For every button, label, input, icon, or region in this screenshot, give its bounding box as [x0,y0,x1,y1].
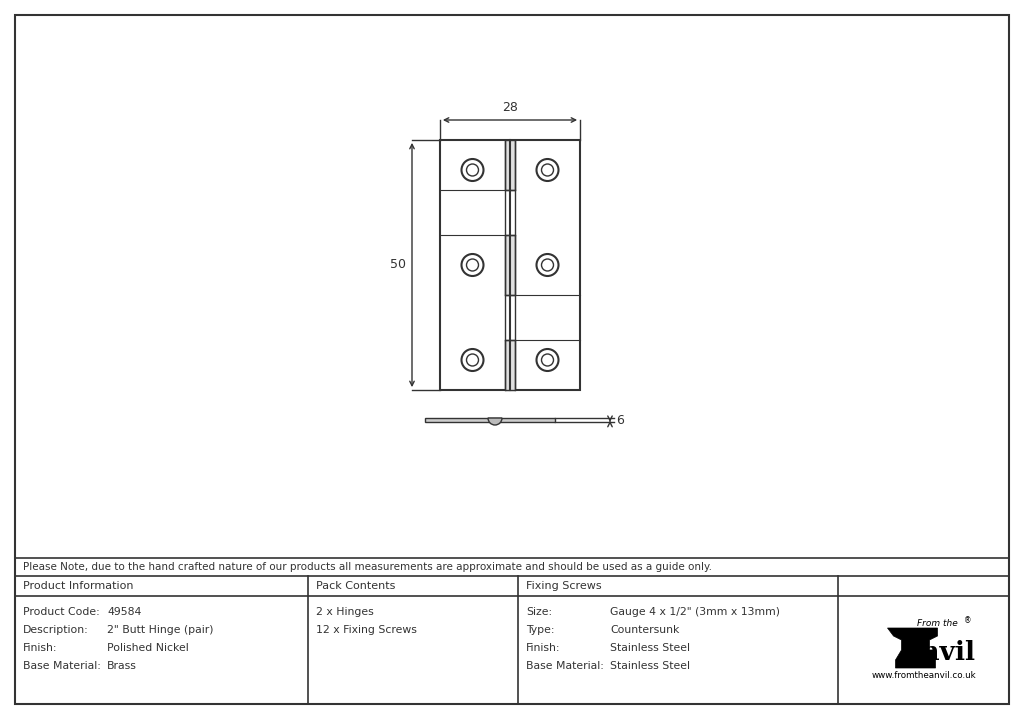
Text: Description:: Description: [23,625,89,635]
Text: ®: ® [964,616,971,626]
Text: Stainless Steel: Stainless Steel [610,661,690,671]
Circle shape [537,254,558,276]
Circle shape [537,349,558,371]
Text: 28: 28 [502,101,518,114]
Text: Type:: Type: [526,625,555,635]
Wedge shape [488,418,502,425]
Bar [425,418,555,422]
Circle shape [542,354,554,366]
Circle shape [467,259,478,271]
Circle shape [467,354,478,366]
Text: www.fromtheanvil.co.uk: www.fromtheanvil.co.uk [871,672,976,680]
Text: From the: From the [918,620,957,628]
Text: 2" Butt Hinge (pair): 2" Butt Hinge (pair) [106,625,213,635]
Bar [505,340,515,390]
Polygon shape [888,628,938,668]
Circle shape [462,349,483,371]
Text: Fixing Screws: Fixing Screws [526,581,602,591]
Text: Countersunk: Countersunk [610,625,679,635]
Text: Stainless Steel: Stainless Steel [610,643,690,653]
Text: 50: 50 [390,259,406,272]
Text: Finish:: Finish: [526,643,560,653]
Text: 6: 6 [616,413,624,426]
Text: Base Material:: Base Material: [23,661,101,671]
Text: Polished Nickel: Polished Nickel [106,643,188,653]
Bar [440,140,580,390]
Text: Size:: Size: [526,607,552,617]
Text: 12 x Fixing Screws: 12 x Fixing Screws [316,625,417,635]
Text: Please Note, due to the hand crafted nature of our products all measurements are: Please Note, due to the hand crafted nat… [23,562,712,572]
Text: Pack Contents: Pack Contents [316,581,395,591]
Circle shape [537,159,558,181]
Circle shape [462,159,483,181]
Circle shape [542,259,554,271]
Text: Product Code:: Product Code: [23,607,99,617]
Circle shape [542,164,554,176]
Text: Finish:: Finish: [23,643,57,653]
Text: 2 x Hinges: 2 x Hinges [316,607,374,617]
Bar [505,235,515,295]
Text: Anvil: Anvil [900,639,975,664]
Text: 49584: 49584 [106,607,141,617]
Bar [505,140,515,190]
Text: Gauge 4 x 1/2" (3mm x 13mm): Gauge 4 x 1/2" (3mm x 13mm) [610,607,780,617]
Text: Product Information: Product Information [23,581,133,591]
Circle shape [462,254,483,276]
Text: Base Material:: Base Material: [526,661,604,671]
Circle shape [467,164,478,176]
Text: Brass: Brass [106,661,137,671]
